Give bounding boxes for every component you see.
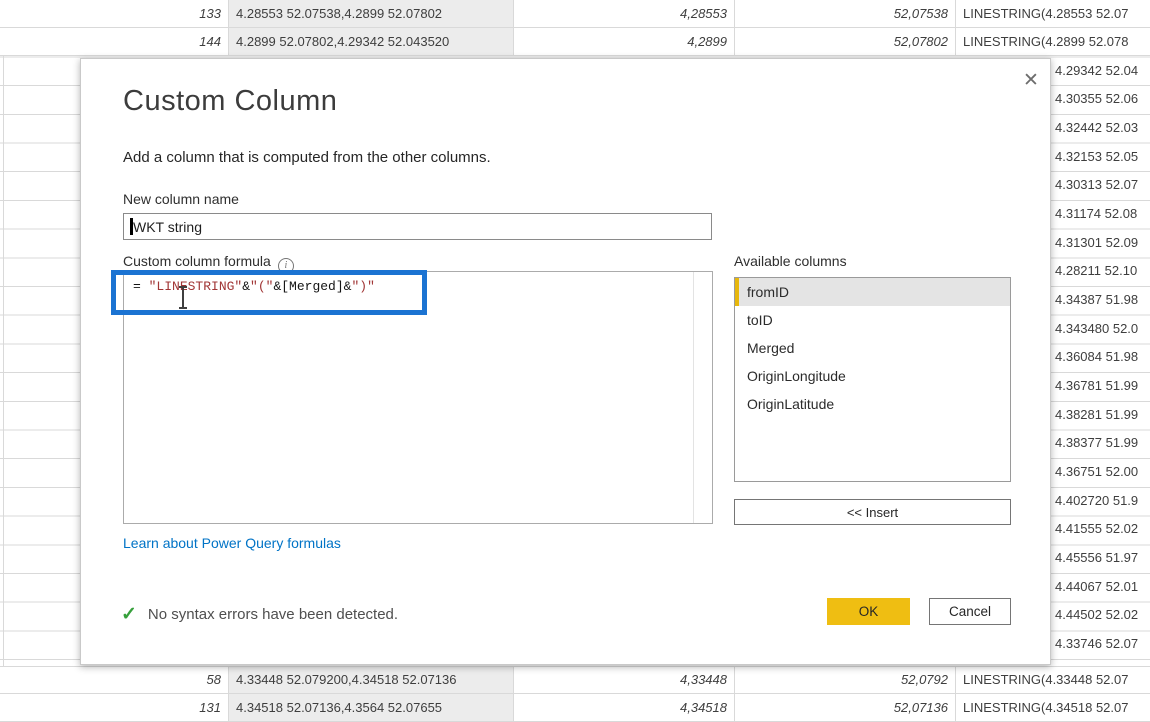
new-column-name-value: WKT string — [133, 218, 202, 235]
formula-token-string: ")" — [351, 279, 375, 294]
insert-button[interactable]: << Insert — [734, 499, 1011, 525]
wkt-cell-clipped[interactable]: 4.343480 52.0 — [1055, 320, 1139, 336]
dialog-title: Custom Column — [123, 85, 338, 117]
row-number-cell[interactable]: 144 — [199, 33, 221, 49]
check-icon: ✓ — [121, 604, 137, 625]
wkt-cell-clipped[interactable]: 4.33746 52.07 — [1055, 635, 1139, 651]
wkt-cell-clipped[interactable]: 4.32153 52.05 — [1055, 148, 1139, 164]
wkt-cell-clipped[interactable]: 4.32442 52.03 — [1055, 119, 1139, 135]
merged-cell[interactable]: 4.34518 52.07136,4.3564 52.07655 — [228, 693, 513, 721]
wkt-cell-clipped[interactable]: 4.45556 51.97 — [1055, 549, 1139, 565]
row-number-cell[interactable]: 133 — [199, 5, 221, 21]
wkt-cell-clipped[interactable]: 4.36781 51.99 — [1055, 377, 1139, 393]
formula-textarea[interactable]: = "LINESTRING"&"("&[Merged]&")" — [123, 271, 713, 524]
available-columns-label: Available columns — [734, 253, 847, 269]
ok-button[interactable]: OK — [827, 598, 910, 625]
latitude-cell[interactable]: 52,07136 — [734, 693, 955, 721]
wkt-cell[interactable]: LINESTRING(4.33448 52.07 — [955, 666, 1150, 693]
formula-text: = "LINESTRING"&"("&[Merged]&")" — [133, 279, 375, 294]
available-column-item-toid[interactable]: toID — [747, 312, 773, 328]
cancel-button[interactable]: Cancel — [929, 598, 1011, 625]
table-left-column-border — [3, 0, 4, 722]
new-column-name-label: New column name — [123, 191, 239, 207]
table-row: 133 4.28553 52.07538,4.2899 52.07802 4,285… — [0, 0, 1150, 28]
wkt-cell[interactable]: LINESTRING(4.34518 52.07 — [955, 693, 1150, 721]
wkt-cell-clipped[interactable]: 4.30313 52.07 — [1055, 177, 1139, 193]
wkt-cell-clipped[interactable]: 4.29342 52.04 — [1055, 62, 1139, 78]
wkt-cell-clipped[interactable]: 4.34387 51.98 — [1055, 291, 1139, 307]
wkt-cell-clipped[interactable]: 4.41555 52.02 — [1055, 521, 1139, 537]
wkt-cell-clipped[interactable]: 4.44067 52.01 — [1055, 578, 1139, 594]
merged-cell[interactable]: 4.28553 52.07538,4.2899 52.07802 — [228, 0, 513, 27]
available-column-item-originlongitude[interactable]: OriginLongitude — [747, 368, 846, 384]
merged-cell[interactable]: 4.33448 52.079200,4.34518 52.07136 — [228, 666, 513, 693]
formula-scrollbar-gutter[interactable] — [693, 272, 712, 523]
longitude-cell[interactable]: 4,28553 — [513, 0, 734, 27]
longitude-cell[interactable]: 4,2899 — [513, 27, 734, 55]
text-cursor — [130, 218, 133, 235]
wkt-cell-clipped[interactable]: 4.28211 52.10 — [1055, 263, 1138, 279]
latitude-cell[interactable]: 52,07538 — [734, 0, 955, 27]
wkt-cell-clipped[interactable]: 4.31301 52.09 — [1055, 234, 1139, 250]
syntax-status: ✓ No syntax errors have been detected. — [121, 603, 398, 626]
wkt-cell-clipped[interactable]: 4.36084 51.98 — [1055, 349, 1139, 365]
formula-token-plain: = — [133, 279, 149, 294]
latitude-cell[interactable]: 52,0792 — [734, 666, 955, 693]
available-column-item-fromid[interactable]: fromID — [735, 278, 1010, 306]
available-columns-list[interactable]: fromID toID Merged OriginLongitude OriginLat… — [734, 277, 1011, 482]
new-column-name-input[interactable]: WKT string — [123, 213, 712, 240]
wkt-cell[interactable]: LINESTRING(4.28553 52.07 — [955, 0, 1150, 27]
wkt-cell-clipped[interactable]: 4.30355 52.06 — [1055, 91, 1139, 107]
wkt-cell-clipped[interactable]: 4.44502 52.02 — [1055, 607, 1139, 623]
custom-column-dialog: ✕ Custom Column Add a column that is com… — [80, 58, 1051, 665]
longitude-cell[interactable]: 4,33448 — [513, 666, 734, 693]
wkt-cell-clipped[interactable]: 4.31174 52.08 — [1055, 205, 1138, 221]
syntax-status-text: No syntax errors have been detected. — [147, 606, 399, 623]
table-row: 58 4.33448 52.079200,4.34518 52.07136 4,33… — [0, 665, 1150, 694]
dialog-subtitle: Add a column that is computed from the o… — [123, 149, 491, 166]
merged-cell[interactable]: 4.2899 52.07802,4.29342 52.043520 — [228, 27, 513, 55]
latitude-cell[interactable]: 52,07802 — [734, 27, 955, 55]
table-row: 144 4.2899 52.07802,4.29342 52.043520 4,28… — [0, 27, 1150, 56]
wkt-cell-clipped[interactable]: 4.402720 51.9 — [1055, 492, 1139, 508]
row-number-cell[interactable]: 58 — [206, 672, 221, 687]
wkt-cell[interactable]: LINESTRING(4.2899 52.078 — [955, 27, 1150, 55]
wkt-cell-clipped[interactable]: 4.38377 51.99 — [1055, 435, 1139, 451]
wkt-cell-clipped[interactable]: 4.36751 52.00 — [1055, 463, 1139, 479]
wkt-cell-clipped[interactable]: 4.38281 51.99 — [1055, 406, 1139, 422]
table-row: 131 4.34518 52.07136,4.3564 52.07655 4,345… — [0, 693, 1150, 722]
longitude-cell[interactable]: 4,34518 — [513, 693, 734, 721]
formula-token-string: "(" — [250, 279, 274, 294]
close-icon[interactable]: ✕ — [1023, 69, 1039, 91]
available-column-item-merged[interactable]: Merged — [747, 340, 795, 356]
formula-token-plain: &[Merged]& — [273, 279, 352, 294]
learn-formulas-link[interactable]: Learn about Power Query formulas — [123, 535, 341, 551]
formula-token-string: "LINESTRING" — [148, 279, 243, 294]
row-number-cell[interactable]: 131 — [199, 699, 221, 715]
formula-token-plain: & — [242, 279, 251, 294]
available-column-item-originlatitude[interactable]: OriginLatitude — [747, 396, 835, 412]
